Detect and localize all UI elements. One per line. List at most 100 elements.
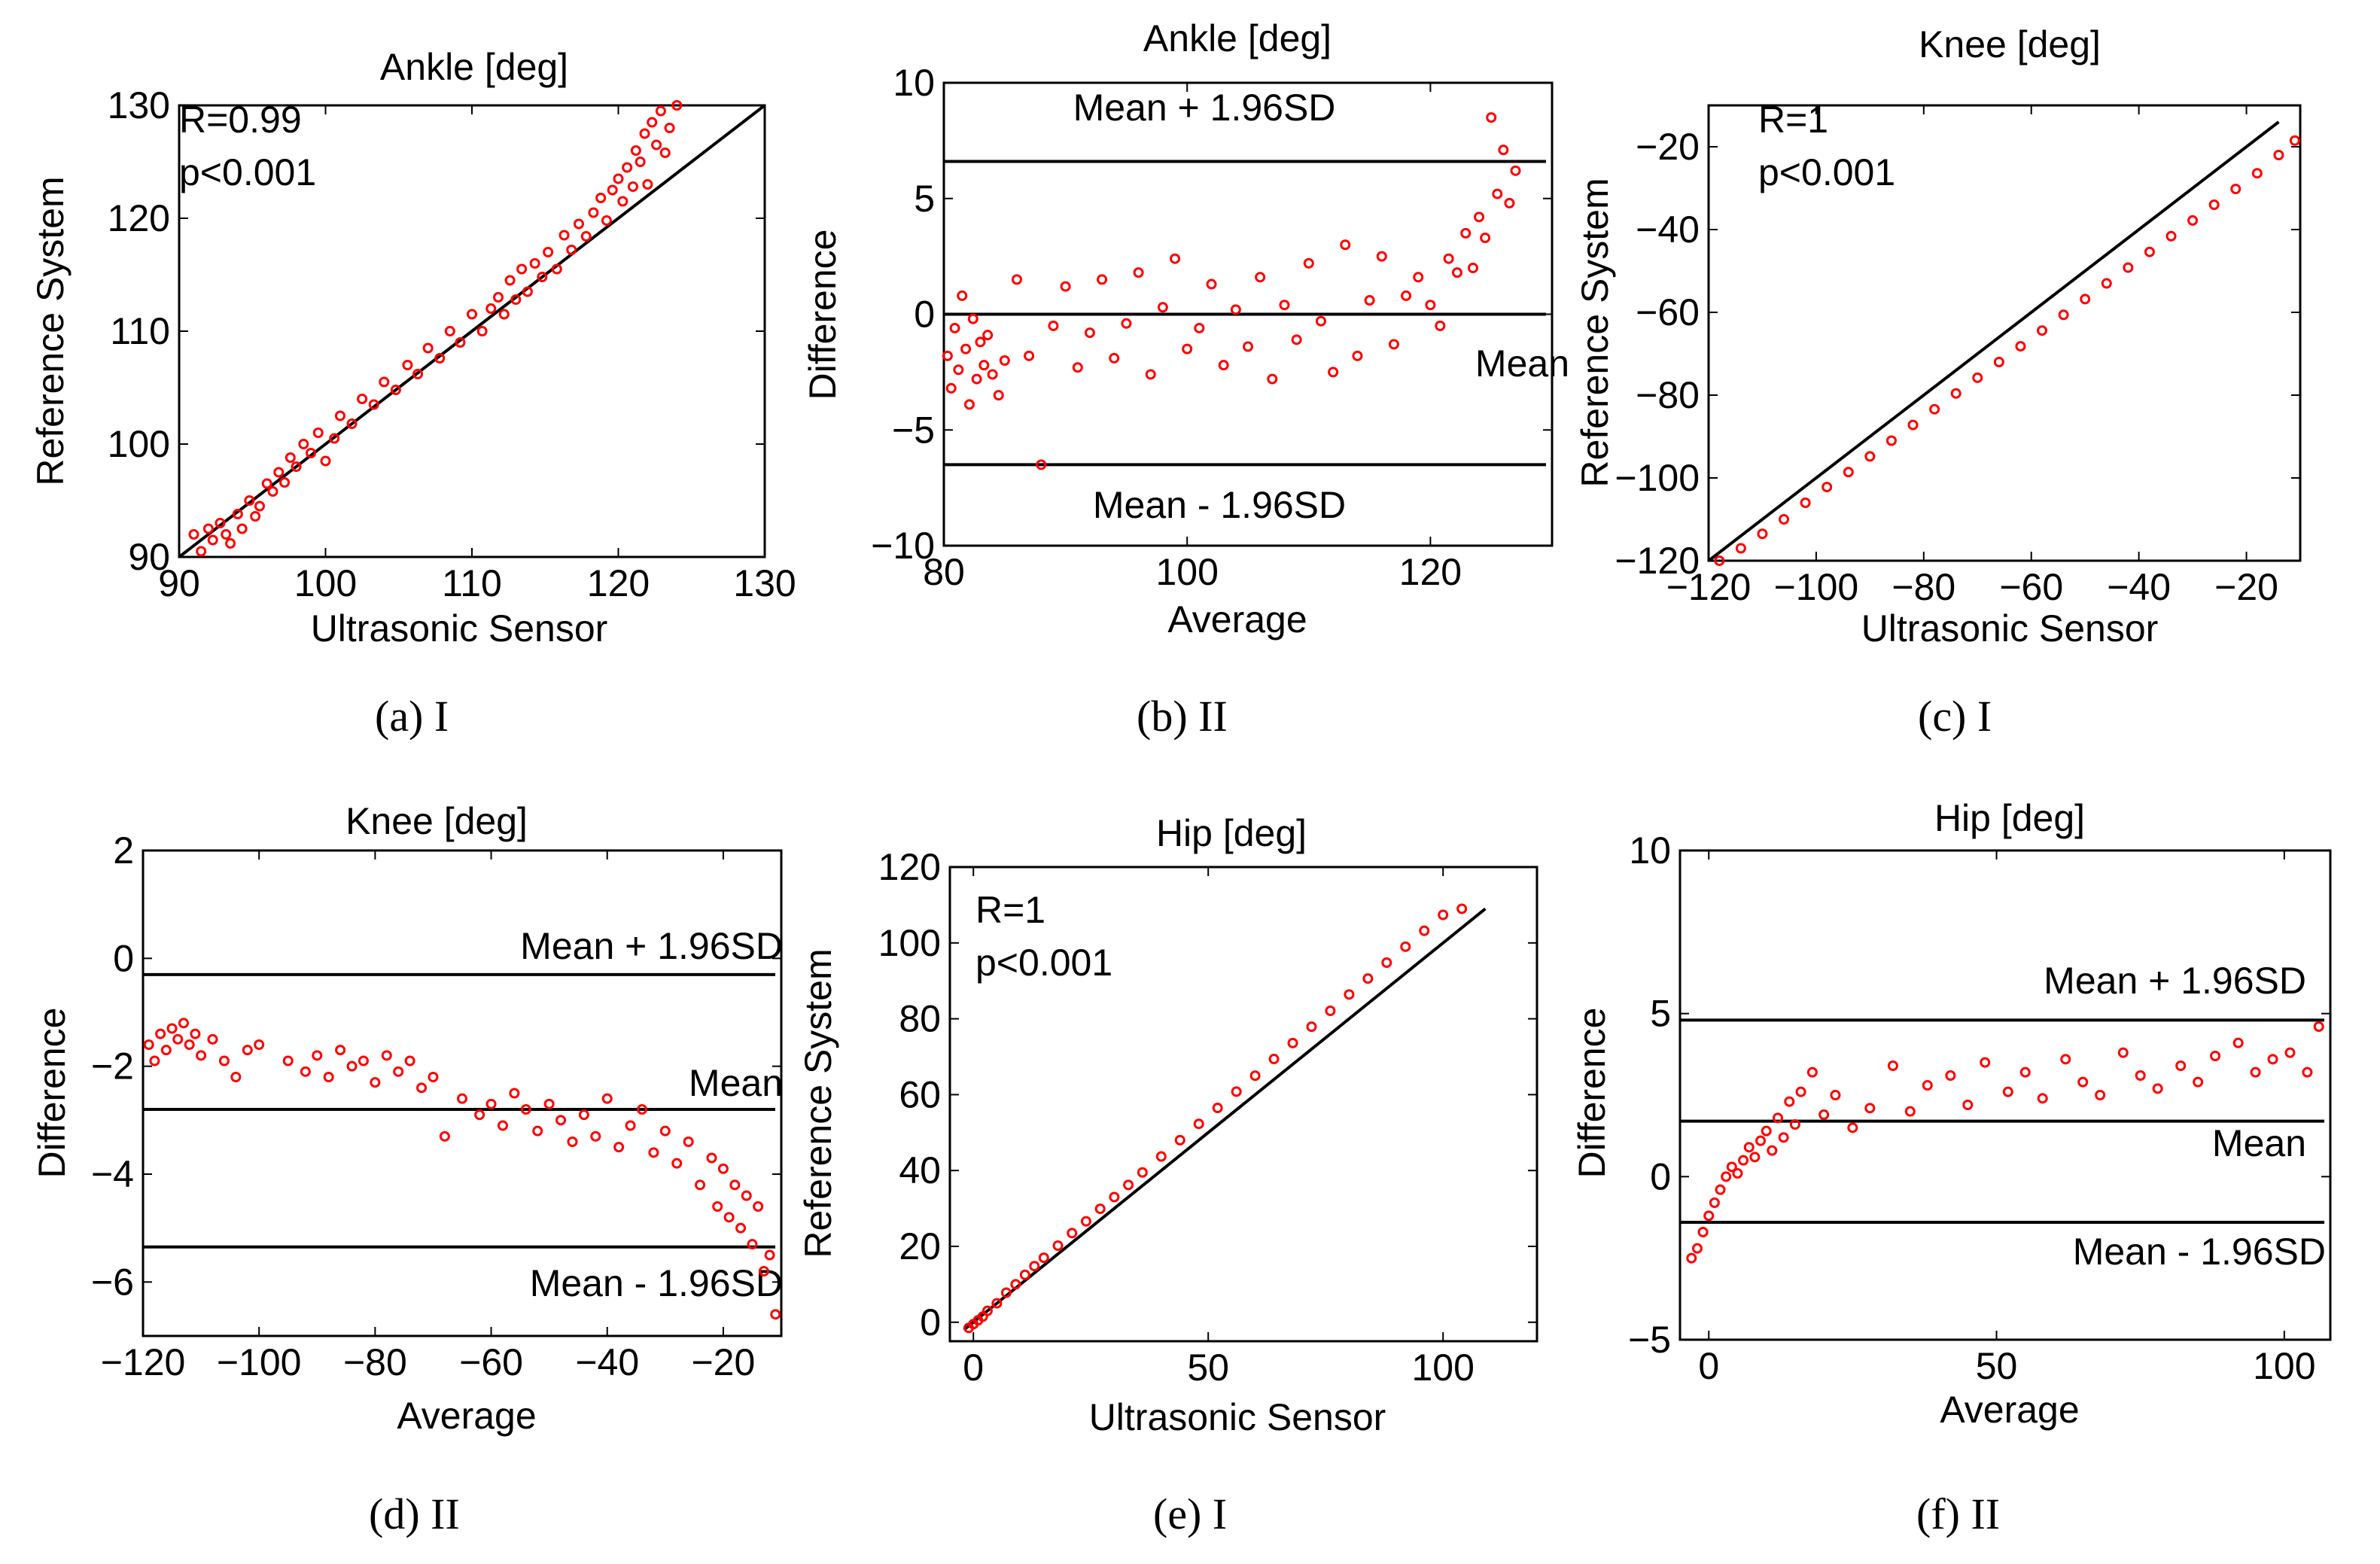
- data-point-e: [1000, 1287, 1012, 1298]
- data-point-c: [2144, 246, 2155, 257]
- data-point-f: [1806, 1067, 1818, 1078]
- data-point-b: [1303, 257, 1314, 269]
- data-point-b: [1480, 233, 1491, 244]
- data-point-c: [2058, 309, 2069, 321]
- y-axis-label-d: Difference: [31, 1008, 73, 1179]
- data-point-f: [2077, 1076, 2089, 1088]
- data-point-a: [412, 369, 424, 379]
- data-point-f: [1818, 1109, 1830, 1120]
- data-point-a: [485, 303, 497, 314]
- data-point-d: [160, 1045, 172, 1056]
- data-point-a: [573, 218, 584, 230]
- data-point-d: [230, 1072, 242, 1082]
- x-tick-label-a: 120: [587, 562, 650, 604]
- data-point-a: [225, 538, 236, 549]
- data-point-a: [298, 439, 309, 449]
- x-tick-label-d: −120: [101, 1341, 186, 1383]
- y-tick-label-d: −4: [91, 1153, 134, 1195]
- data-point-d: [706, 1152, 717, 1164]
- data-point-b: [1328, 367, 1339, 378]
- axes-frame-f: [1678, 849, 2332, 1341]
- chart-title-a: Ankle [deg]: [380, 46, 568, 88]
- data-point-d: [323, 1072, 334, 1082]
- data-point-a: [196, 546, 207, 557]
- data-point-d: [567, 1136, 578, 1147]
- data-point-a: [273, 467, 285, 478]
- data-point-f: [1743, 1142, 1755, 1153]
- data-point-e: [1193, 1118, 1204, 1130]
- data-point-d: [207, 1033, 218, 1045]
- data-point-f: [2193, 1076, 2204, 1088]
- data-point-d: [601, 1093, 613, 1104]
- data-point-d: [428, 1072, 439, 1082]
- y-tick-label-d: 0: [113, 937, 134, 979]
- data-point-a: [529, 258, 540, 269]
- data-point-f: [1767, 1145, 1778, 1156]
- data-point-a: [285, 452, 296, 463]
- y-tick-label-c: −20: [1636, 126, 1700, 168]
- data-point-e: [1010, 1279, 1021, 1290]
- data-point-d: [172, 1033, 184, 1045]
- data-point-d: [254, 1039, 265, 1050]
- x-axis-label-b: Average: [1167, 598, 1307, 641]
- y-tick-label-c: −80: [1636, 374, 1700, 416]
- data-point-b: [1011, 274, 1022, 285]
- data-point-d: [404, 1055, 415, 1067]
- reference-label-f-1: Mean: [2212, 1122, 2306, 1164]
- data-point-b: [1060, 281, 1071, 292]
- y-tick-label-d: −6: [91, 1261, 134, 1303]
- data-point-b: [1145, 369, 1156, 380]
- y-tick-label-e: 120: [878, 846, 941, 888]
- data-point-a: [250, 511, 261, 522]
- y-axis-label-e: Reference System: [797, 948, 839, 1258]
- data-point-a: [444, 326, 455, 336]
- caption-d-tag: II: [431, 1489, 460, 1538]
- caption-c: (c) I: [1918, 691, 1992, 741]
- caption-b-tag: II: [1198, 692, 1228, 741]
- data-point-c: [1993, 357, 2004, 367]
- y-tick-label-e: 0: [920, 1301, 941, 1343]
- data-point-f: [2152, 1083, 2163, 1094]
- data-point-e: [982, 1305, 993, 1316]
- data-point-a: [498, 309, 510, 320]
- data-point-b: [1451, 267, 1462, 278]
- data-point-a: [202, 523, 214, 534]
- data-point-a: [607, 184, 618, 196]
- y-tick-label-f: −5: [1628, 1319, 1671, 1361]
- data-point-b: [1376, 251, 1387, 262]
- data-point-c: [2015, 341, 2026, 352]
- data-point-e: [1419, 925, 1430, 936]
- y-tick-label-a: 90: [128, 536, 170, 578]
- data-point-a: [493, 292, 504, 303]
- reference-label-b-1: Mean: [1475, 342, 1569, 385]
- data-point-d: [695, 1179, 706, 1191]
- y-axis-label-c: Reference System: [1574, 178, 1616, 487]
- x-tick-label-d: −40: [575, 1341, 639, 1383]
- reference-label-f-2: Mean - 1.96SD: [2073, 1231, 2326, 1273]
- data-point-b: [1435, 320, 1446, 331]
- chart-title-d: Knee [deg]: [345, 800, 528, 842]
- data-point-c: [1907, 419, 1919, 431]
- data-point-d: [671, 1158, 683, 1169]
- data-point-d: [723, 1212, 735, 1223]
- data-point-d: [485, 1098, 497, 1109]
- caption-e-label: (e): [1153, 1489, 1202, 1538]
- data-point-a: [467, 309, 477, 320]
- annotation-a-0: R=0.99: [179, 99, 302, 141]
- caption-c-tag: I: [1977, 692, 1992, 741]
- data-point-f: [1709, 1197, 1720, 1208]
- data-point-b: [1170, 253, 1181, 264]
- data-point-b: [1425, 300, 1436, 311]
- data-point-f: [2175, 1060, 2187, 1071]
- y-tick-label-f: 5: [1650, 993, 1671, 1035]
- x-tick-label-d: −60: [459, 1341, 523, 1383]
- y-tick-label-f: 0: [1650, 1155, 1671, 1197]
- data-point-a: [329, 433, 340, 444]
- x-tick-label-b: 120: [1399, 551, 1462, 593]
- data-point-b: [1486, 112, 1497, 123]
- data-point-a: [346, 418, 358, 429]
- data-point-f: [1789, 1119, 1800, 1130]
- data-point-f: [2060, 1054, 2071, 1065]
- data-point-f: [2232, 1037, 2244, 1048]
- data-point-c: [1972, 372, 1983, 383]
